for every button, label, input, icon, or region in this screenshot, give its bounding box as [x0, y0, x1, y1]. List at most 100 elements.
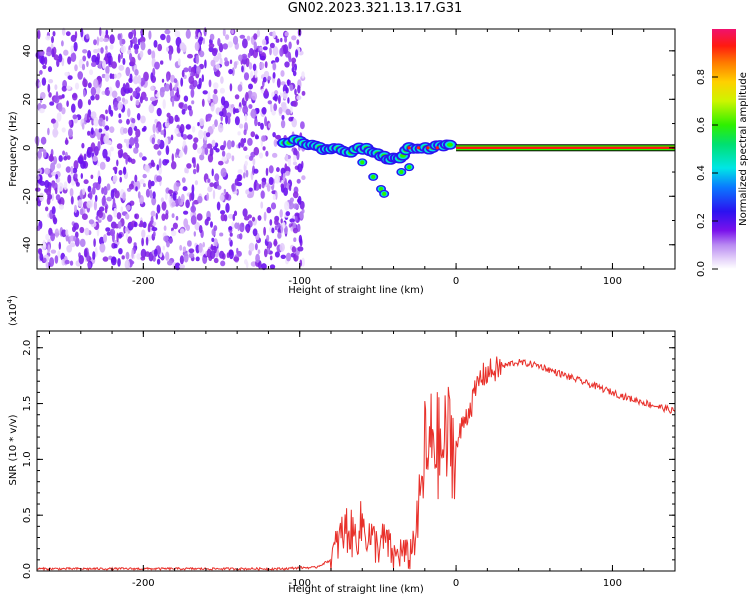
- noise-blob: [293, 148, 298, 157]
- noise-blob: [207, 91, 211, 102]
- noise-blob: [144, 164, 150, 172]
- noise-blob: [231, 28, 234, 35]
- noise-blob: [174, 127, 179, 135]
- noise-blob: [88, 146, 93, 153]
- noise-blob: [157, 123, 162, 133]
- noise-blob: [152, 191, 156, 199]
- noise-blob: [110, 146, 114, 152]
- colorbar-tick-label: 0.0: [696, 261, 707, 277]
- noise-blob: [204, 59, 207, 69]
- noise-blob: [269, 47, 272, 56]
- noise-blob: [191, 184, 195, 194]
- noise-blob: [271, 227, 275, 234]
- noise-blob: [39, 252, 44, 261]
- noise-blob: [39, 70, 43, 75]
- noise-blob: [185, 168, 189, 174]
- noise-blob: [47, 127, 50, 136]
- noise-blob: [47, 83, 51, 93]
- noise-blob: [173, 97, 180, 102]
- noise-blob: [121, 255, 125, 260]
- noise-blob: [162, 99, 166, 110]
- noise-blob: [253, 41, 257, 50]
- noise-blob: [242, 105, 249, 115]
- noise-blob: [44, 56, 48, 66]
- snr-panel: -200 -100 0 100 0.0 0.5 1.0 1.5 2.0 Height of s…: [6, 295, 676, 595]
- noise-blob: [84, 227, 90, 236]
- noise-blob: [170, 134, 174, 141]
- noise-blob: [229, 83, 233, 92]
- noise-blob: [180, 193, 185, 203]
- noise-blob: [240, 138, 245, 148]
- noise-blob: [214, 142, 219, 148]
- noise-blob: [136, 86, 140, 94]
- noise-blob: [160, 130, 165, 135]
- noise-blob: [192, 142, 198, 150]
- noise-blob: [171, 213, 175, 219]
- noise-blob: [79, 238, 86, 248]
- noise-blob: [145, 188, 151, 198]
- noise-blob: [125, 251, 130, 260]
- noise-blob: [108, 55, 111, 66]
- noise-blob: [187, 53, 193, 59]
- noise-blob: [260, 88, 265, 94]
- noise-blob: [297, 163, 303, 173]
- noise-blob: [198, 36, 204, 42]
- noise-blob: [283, 187, 288, 196]
- noise-blob: [107, 214, 113, 222]
- noise-blob: [266, 206, 272, 214]
- noise-blob: [280, 224, 284, 234]
- noise-blob: [284, 61, 290, 68]
- noise-blob: [193, 137, 199, 144]
- noise-blob: [148, 30, 152, 40]
- noise-blob: [162, 245, 165, 251]
- noise-blob: [182, 186, 188, 192]
- noise-blob: [118, 119, 123, 124]
- noise-blob: [191, 201, 195, 211]
- snr-border: [36, 330, 676, 572]
- noise-blob: [139, 36, 146, 43]
- noise-blob: [196, 163, 200, 173]
- noise-blob: [187, 240, 192, 247]
- noise-blob: [186, 134, 193, 140]
- noise-blob: [165, 122, 170, 128]
- noise-blob: [229, 59, 233, 65]
- noise-blob: [270, 102, 273, 113]
- noise-blob: [48, 79, 54, 84]
- noise-blob: [78, 255, 85, 265]
- noise-blob: [196, 65, 201, 75]
- noise-blob: [301, 90, 306, 96]
- noise-blob: [105, 109, 108, 115]
- noise-blob: [86, 200, 92, 209]
- noise-blob: [257, 249, 261, 254]
- noise-blob: [122, 127, 128, 134]
- noise-blob: [196, 84, 202, 90]
- noise-blob: [252, 63, 257, 71]
- y-axis-title: SNR (10 * v/v): [8, 414, 19, 485]
- noise-blob: [51, 206, 56, 215]
- noise-blob: [182, 134, 188, 140]
- noise-blob: [168, 189, 174, 194]
- noise-blob: [105, 156, 111, 163]
- noise-blob: [147, 223, 151, 233]
- noise-blob: [255, 253, 260, 263]
- noise-blob: [282, 222, 286, 229]
- noise-blob: [256, 108, 260, 114]
- noise-blob: [164, 137, 169, 147]
- noise-blob: [273, 139, 278, 147]
- noise-blob: [58, 53, 63, 63]
- noise-blob: [154, 61, 160, 70]
- noise-blob: [87, 130, 91, 136]
- noise-blob: [62, 150, 66, 156]
- noise-blob: [104, 89, 111, 96]
- noise-blob: [296, 95, 302, 100]
- noise-blob: [136, 253, 141, 260]
- noise-blob: [194, 222, 201, 231]
- noise-blob: [262, 46, 268, 51]
- noise-blob: [243, 172, 246, 179]
- noise-blob: [120, 53, 124, 59]
- noise-blob: [220, 213, 226, 222]
- noise-blob: [274, 174, 280, 184]
- noise-blob: [169, 82, 173, 92]
- noise-blob: [39, 192, 45, 202]
- noise-blob: [69, 260, 74, 266]
